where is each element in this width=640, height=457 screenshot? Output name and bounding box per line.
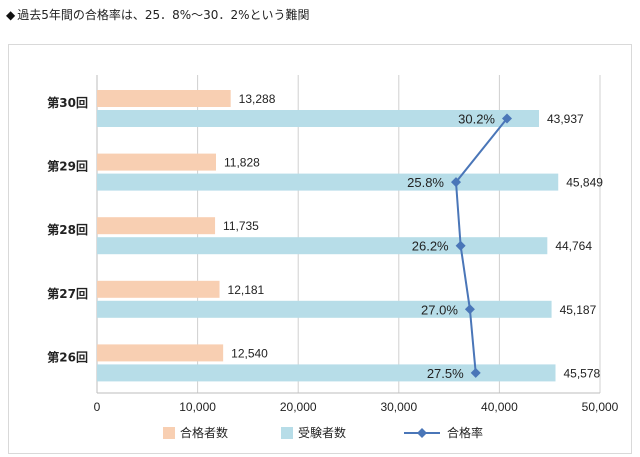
legend-passers-label: 合格者数	[180, 425, 228, 440]
legend-examinees-swatch	[281, 427, 293, 439]
examinees-bar	[97, 300, 552, 318]
examinees-value-label: 45,578	[564, 366, 601, 380]
passers-value-label: 12,181	[228, 283, 265, 297]
examinees-bar	[97, 173, 559, 191]
x-tick-label: 10,000	[179, 400, 216, 414]
rate-line: 30.2% 25.8% 26.2% 27.0% 27.5%	[407, 112, 512, 381]
x-tick-label: 0	[94, 400, 101, 414]
legend-examinees-label: 受験者数	[298, 425, 346, 440]
passers-value-label: 11,735	[223, 219, 259, 233]
rate-value-label: 25.8%	[407, 175, 444, 190]
examinees-value-label: 43,937	[547, 112, 584, 126]
legend-rate-diamond-icon	[417, 428, 427, 438]
passers-bar	[97, 90, 231, 107]
category-label: 第29回	[47, 159, 88, 174]
examinees-value-label: 45,187	[560, 303, 597, 317]
examinees-bar	[97, 364, 556, 382]
legend-rate-label: 合格率	[447, 425, 483, 440]
passers-value-label: 11,828	[224, 156, 260, 170]
passers-bar	[97, 280, 220, 298]
rate-point	[451, 177, 461, 188]
x-tick-label: 50,000	[582, 400, 619, 414]
rate-value-label: 26.2%	[412, 239, 449, 254]
rate-value-label: 30.2%	[458, 112, 495, 127]
rate-value-label: 27.0%	[421, 302, 458, 317]
chart-frame	[8, 44, 632, 454]
passers-value-label: 13,288	[239, 92, 276, 106]
bars: 13,288 43,937 11,828 45,849 11,735 44,764 12,1…	[97, 90, 603, 382]
legend: 合格者数 受験者数 合格率	[163, 425, 483, 440]
x-tick-label: 30,000	[380, 400, 417, 414]
rate-point	[464, 304, 475, 315]
x-tick-label: 40,000	[481, 400, 518, 414]
examinees-value-label: 45,849	[566, 176, 603, 190]
rate-point	[470, 367, 481, 378]
passers-value-label: 12,540	[231, 346, 268, 360]
legend-passers-swatch	[163, 427, 175, 439]
passers-bar	[97, 217, 216, 235]
examinees-bar	[97, 110, 540, 127]
grid-lines	[96, 75, 601, 394]
passers-bar	[97, 153, 216, 171]
category-label: 第27回	[47, 286, 88, 301]
rate-point	[502, 113, 512, 124]
category-label: 第28回	[47, 222, 88, 237]
x-tick-label: 20,000	[280, 400, 317, 414]
category-label: 第30回	[47, 95, 88, 110]
diamond-bullet-icon: ◆	[6, 8, 16, 22]
rate-point	[455, 240, 466, 251]
chart-headline: ◆ 過去5年間の合格率は、25．8%～30．2%という難関	[6, 6, 309, 23]
examinees-value-label: 44,764	[555, 239, 592, 253]
passers-bar	[97, 344, 224, 362]
headline-text: 過去5年間の合格率は、25．8%～30．2%という難関	[17, 8, 310, 22]
rate-value-label: 27.5%	[427, 366, 464, 381]
category-label: 第26回	[47, 349, 88, 364]
x-axis-ticks: 0 10,000 20,000 30,000 40,000 50,000	[94, 400, 619, 414]
examinees-bar	[97, 237, 548, 255]
